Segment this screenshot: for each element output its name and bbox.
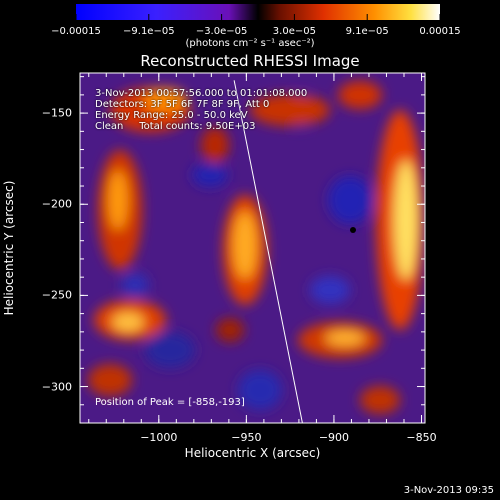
annotation-line: Energy Range: 25.0 - 50.0 keV (95, 110, 248, 121)
colorbar-ticks (75, 14, 441, 20)
colorbar-tick-label: 3.0e−05 (272, 26, 316, 37)
x-axis-label: Heliocentric X (arcsec) (184, 446, 321, 460)
y-tick-label: −200 (41, 197, 72, 211)
timestamp: 3-Nov-2013 09:35 (403, 485, 494, 496)
colorbar-tick-label: 9.1e−05 (345, 26, 389, 37)
solar-limb-line (233, 80, 303, 423)
x-tick-label: −950 (231, 431, 262, 444)
annotation-line: 3-Nov-2013 00:57:56.000 to 01:01:08.000 (95, 88, 308, 99)
limb-line (233, 80, 303, 423)
x-tick-label: −900 (318, 431, 350, 444)
colorbar-tick-label: −9.1e−05 (123, 26, 175, 37)
plot-frame (79, 72, 426, 424)
y-axis-label: Heliocentric Y (arcsec) (2, 180, 16, 316)
colorbar-tick-label: −0.00015 (51, 26, 101, 37)
annotation-line: Clean Total counts: 9.50E+03 (95, 121, 256, 132)
dark-spot (350, 227, 356, 233)
chart-title: Reconstructed RHESSI Image (140, 52, 360, 70)
annotation-line: Detectors: 3F 5F 6F 7F 8F 9F, Att 0 (95, 99, 270, 110)
y-tick-label: −250 (41, 288, 72, 302)
x-tick-label: −1000 (140, 431, 178, 444)
y-tick-label: −150 (41, 106, 72, 120)
colorbar-tick-label: 0.00015 (419, 26, 461, 37)
peak-position-label: Position of Peak = [-858,-193] (95, 397, 245, 408)
colorbar-units: (photons cm⁻² s⁻¹ asec⁻²) (185, 38, 315, 49)
colorbar-tick-label: −3.0e−05 (195, 26, 248, 37)
y-tick-label: −300 (41, 380, 72, 394)
x-tick-label: −850 (406, 431, 437, 444)
axis-ticks (80, 73, 425, 424)
colorbar-gradient (76, 4, 440, 20)
colorbar (75, 4, 441, 20)
